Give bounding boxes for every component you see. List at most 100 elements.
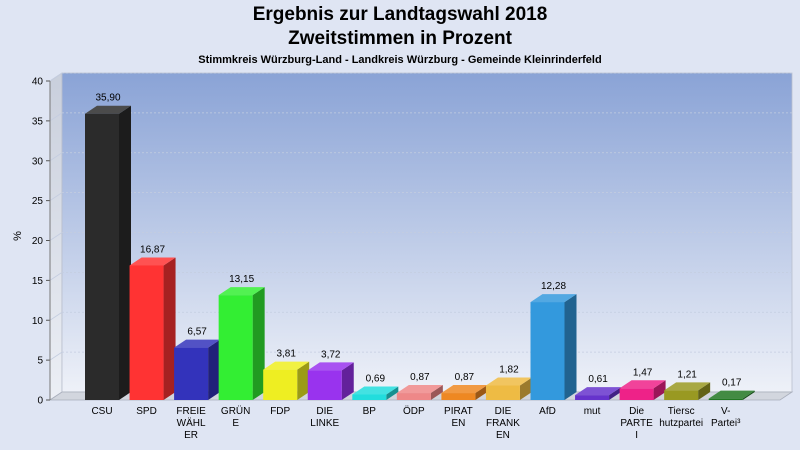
bar-side: [564, 294, 577, 400]
value-label: 0,61: [588, 374, 608, 385]
bar: 3,81: [263, 349, 310, 400]
category-label: DIE FRANK EN: [486, 406, 520, 441]
value-label: 6,57: [187, 327, 207, 338]
grid-line-side: [49, 272, 63, 281]
bar-front: [485, 385, 520, 400]
bar-side: [297, 361, 310, 400]
bar-front: [263, 369, 298, 400]
bar-top: [485, 377, 532, 386]
y-tick-label: 10: [32, 316, 44, 327]
bar-top: [352, 386, 399, 395]
grid-line-side: [49, 112, 63, 122]
value-label: 12,28: [541, 281, 566, 292]
bar: 0,69: [352, 373, 399, 400]
chart-title-line2: Zweitstimmen in Prozent: [288, 28, 512, 49]
category-label: BP: [363, 406, 377, 417]
bar: 12,28: [530, 281, 577, 400]
bar-side: [163, 257, 176, 400]
bar-side: [698, 382, 711, 400]
value-label: 16,87: [140, 244, 165, 255]
bar-top: [396, 385, 443, 394]
grid-line-side: [49, 152, 63, 162]
category-label: V-Partei³: [711, 406, 741, 429]
value-label: 1,82: [499, 364, 519, 375]
value-label: 3,81: [276, 349, 296, 360]
bar-side: [208, 339, 221, 400]
bar: 0,87: [441, 372, 488, 400]
bar-front: [352, 394, 387, 400]
y-tick-label: 40: [32, 77, 44, 88]
value-label: 13,15: [229, 274, 254, 285]
bar-top: [441, 385, 488, 394]
bar-top: [263, 361, 310, 370]
category-label: mut: [584, 406, 601, 417]
grid-line-side: [49, 311, 63, 321]
bar-side: [742, 390, 755, 400]
bar-top: [85, 105, 131, 114]
grid-line-side: [49, 192, 63, 201]
bar-front: [619, 388, 654, 400]
category-label: AfD: [539, 406, 556, 417]
bar-front: [441, 393, 476, 400]
category-label: GRÜN E: [221, 405, 250, 429]
bar-side: [119, 105, 131, 400]
bar-front: [218, 295, 253, 400]
bar-top: [174, 339, 221, 348]
y-tick-label: 30: [32, 156, 44, 167]
grid-line-side: [49, 232, 63, 241]
y-tick-label: 15: [32, 276, 44, 287]
bar-top: [575, 387, 622, 396]
value-label: 0,87: [455, 372, 475, 383]
bar: 35,90: [85, 93, 131, 400]
y-tick-label: 5: [37, 356, 43, 367]
bar: 0,87: [396, 372, 443, 400]
bar-side: [475, 385, 488, 400]
bar-top: [129, 257, 176, 266]
value-label: 0,69: [366, 373, 386, 384]
bar: 0,17: [708, 378, 755, 400]
bar-front: [129, 265, 164, 400]
bar-top: [530, 294, 577, 303]
category-label: PIRAT EN: [444, 406, 473, 429]
bar: 1,47: [619, 367, 666, 400]
value-label: 35,90: [95, 93, 120, 104]
category-label: ÖDP: [403, 405, 425, 417]
bar-top: [307, 362, 354, 371]
bar-front: [530, 302, 565, 400]
bar-front: [307, 370, 342, 400]
category-label: FREIE WÄHL ER: [176, 406, 206, 441]
value-label: 0,87: [410, 372, 430, 383]
bar-front: [174, 347, 209, 400]
bar-side: [386, 386, 399, 400]
grid-line-side: [49, 72, 63, 82]
bar: 1,21: [664, 369, 711, 400]
bar: 16,87: [129, 244, 176, 400]
bar-side: [519, 377, 532, 400]
category-label: SPD: [136, 406, 157, 417]
bar-front: [664, 390, 699, 400]
value-label: 3,72: [321, 349, 341, 360]
bar-side: [341, 362, 354, 400]
y-axis-label: %: [12, 231, 24, 241]
bar-top: [218, 287, 265, 296]
bar-side: [653, 380, 666, 400]
bar-top: [664, 382, 711, 391]
bar: 0,61: [575, 374, 622, 400]
bar-front: [708, 398, 743, 400]
grid-line-side: [49, 351, 63, 361]
category-label: CSU: [91, 406, 112, 417]
value-label: 1,47: [633, 367, 653, 378]
bar: 1,82: [485, 364, 532, 400]
bar: 6,57: [174, 327, 221, 400]
bar-front: [396, 393, 431, 400]
x-axis-labels: CSU SPD FREIE WÄHL ER GRÜN E FDP DIE LINKE BP ÖDP PI…: [91, 405, 741, 441]
bar: 3,72: [307, 349, 354, 400]
category-label: DIE LINKE: [310, 406, 339, 429]
bar-top: [708, 390, 755, 399]
chart-subtitle: Stimmkreis Würzburg-Land - Landkreis Wür…: [198, 54, 602, 66]
chart-title: Ergebnis zur Landtagswahl 2018: [252, 4, 548, 25]
bar-side: [430, 385, 443, 400]
bar-front: [575, 395, 610, 400]
value-label: 1,21: [677, 369, 697, 380]
